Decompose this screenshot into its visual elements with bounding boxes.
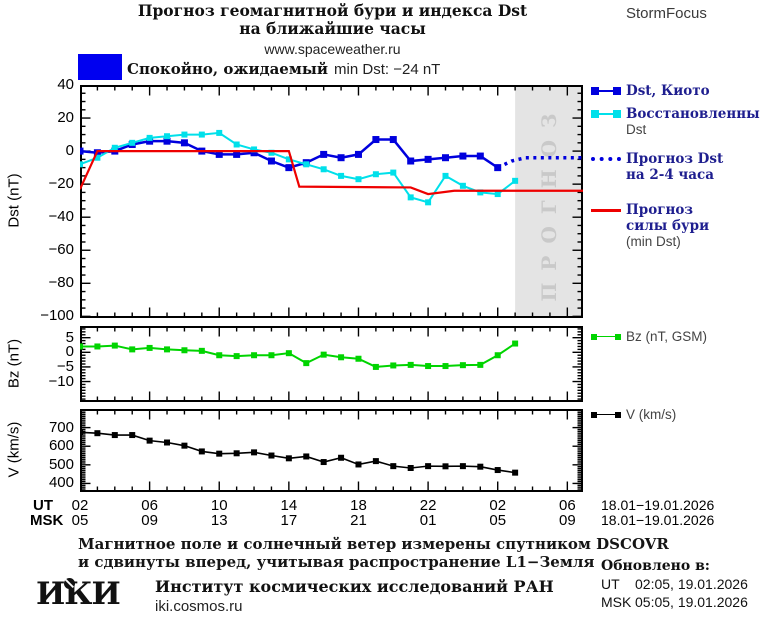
v-chart	[80, 409, 583, 492]
storm-level-swatch	[78, 54, 122, 80]
msk-xtick-label: 09	[558, 512, 576, 529]
ut-date-range: 18.01−19.01.2026	[601, 497, 715, 513]
ut-xtick-label: 22	[419, 497, 437, 514]
bz-marker-icon	[591, 330, 621, 344]
legend-label: (min Dst)	[626, 234, 681, 249]
ut-xtick-label: 02	[489, 497, 507, 514]
ut-xtick-label: 06	[558, 497, 576, 514]
legend-label: силы бури	[626, 218, 710, 234]
dst-ytick-label: −60	[48, 241, 74, 259]
ut-row-label: UT	[33, 497, 53, 514]
updated-msk-time: 05:05, 19.01.2026	[635, 594, 748, 610]
site-url: www.spaceweather.ru	[264, 41, 401, 57]
iki-logo: ИКИ	[36, 576, 121, 612]
dst-ytick-label: 0	[65, 142, 74, 160]
page-title-line2: на ближайшие часы	[239, 19, 426, 38]
updated-msk-row: MSK 05:05, 19.01.2026	[601, 594, 748, 610]
v-marker-icon	[591, 408, 621, 422]
v-ytick-label: 700	[48, 418, 74, 436]
v-ytick-label: 500	[48, 455, 74, 473]
institute-name: Институт космических исследований РАН	[155, 577, 554, 596]
status-min-dst: min Dst: −24 nT	[334, 61, 441, 78]
updated-label: Обновлено в:	[601, 558, 710, 574]
legend-label: Прогноз Dst	[626, 151, 724, 167]
dst-ytick-label: −100	[40, 307, 74, 325]
msk-xtick-label: 05	[489, 512, 507, 529]
bz-ytick-label: −10	[48, 372, 74, 390]
msk-xtick-label: 17	[280, 512, 298, 529]
legend-label: Восстановленный	[626, 106, 760, 122]
ut-xtick-label: 18	[350, 497, 367, 514]
dst-ytick-label: 40	[57, 76, 74, 93]
msk-xtick-label: 09	[141, 512, 158, 529]
legend-item-v: V (km/s)	[591, 407, 676, 423]
dst-ytick-label: 20	[57, 109, 74, 127]
legend-label: Прогноз	[626, 202, 693, 218]
legend-item-storm-forecast: Прогноз силы бури (min Dst)	[591, 202, 709, 250]
bz-chart	[80, 326, 583, 402]
legend-item-bz: Bz (nT, GSM)	[591, 329, 707, 345]
status-text-russian: Спокойно, ожидаемый	[127, 60, 329, 78]
svg-text:ПРОГНОЗ: ПРОГНОЗ	[537, 102, 561, 302]
dst-chart: ПРОГНОЗ	[80, 85, 583, 318]
chart-header: Прогноз геомагнитной бури и индекса Dst …	[60, 2, 605, 58]
updated-ut-row: UT 02:05, 19.01.2026	[601, 576, 748, 592]
v-plot-panel	[80, 409, 583, 492]
msk-xtick-label: 01	[419, 512, 437, 529]
ut-xtick-label: 02	[71, 497, 89, 514]
msk-xtick-label: 13	[210, 512, 228, 529]
ut-xtick-label: 06	[141, 497, 158, 514]
dst-kyoto-marker-icon	[591, 84, 621, 98]
legend-item-restored-dst: Восстановленный Dst	[591, 106, 760, 138]
data-source-note-line1: Магнитное поле и солнечный ветер измерен…	[78, 535, 669, 553]
dst-ytick-label: −20	[48, 175, 74, 193]
legend-item-dst-forecast: Прогноз Dst на 2-4 часа	[591, 151, 723, 183]
institute-url: iki.cosmos.ru	[155, 598, 243, 615]
v-ytick-label: 400	[48, 474, 74, 492]
dst-axis-title: Dst (nT)	[5, 173, 23, 228]
data-source-note-line2: и сдвинуты вперед, учитывая распростране…	[78, 553, 595, 571]
msk-xtick-label: 05	[71, 512, 89, 529]
bz-plot-panel	[80, 326, 583, 402]
updated-ut-zone: UT	[601, 576, 620, 592]
dst-plot-panel: ПРОГНОЗ	[80, 85, 583, 318]
storm-forecast-marker-icon	[591, 203, 621, 217]
legend-label: Bz (nT, GSM)	[626, 329, 708, 344]
bz-ytick-label: 5	[65, 328, 74, 346]
bz-ytick-label: −5	[56, 357, 74, 375]
v-ytick-label: 600	[48, 437, 74, 455]
restored-dst-marker-icon	[591, 107, 621, 121]
ut-xtick-label: 14	[280, 497, 298, 514]
dst-forecast-marker-icon	[591, 152, 621, 166]
dst-ytick-label: −80	[48, 274, 74, 292]
legend-label: V (km/s)	[626, 407, 677, 422]
msk-date-range: 18.01−19.01.2026	[601, 512, 715, 528]
legend-label: Dst, Киото	[626, 83, 710, 99]
updated-ut-time: 02:05, 19.01.2026	[635, 576, 748, 592]
bz-ytick-label: 0	[65, 343, 74, 361]
legend-label: Dst	[626, 122, 647, 137]
dst-ytick-label: −40	[48, 208, 74, 226]
msk-xtick-label: 21	[350, 512, 367, 529]
storm-status-text: Спокойно, ожидаемый min Dst: −24 nT	[127, 60, 440, 78]
msk-row-label: MSK	[30, 512, 64, 529]
legend-item-dst-kyoto: Dst, Киото	[591, 83, 710, 99]
brand-label: StormFocus	[626, 5, 707, 22]
ut-xtick-label: 10	[210, 497, 228, 514]
legend-label: на 2-4 часа	[626, 167, 715, 183]
updated-msk-zone: MSK	[601, 594, 632, 610]
page-title-line1: Прогноз геомагнитной бури и индекса Dst	[137, 1, 528, 20]
iki-logo-ball-icon	[64, 578, 75, 589]
